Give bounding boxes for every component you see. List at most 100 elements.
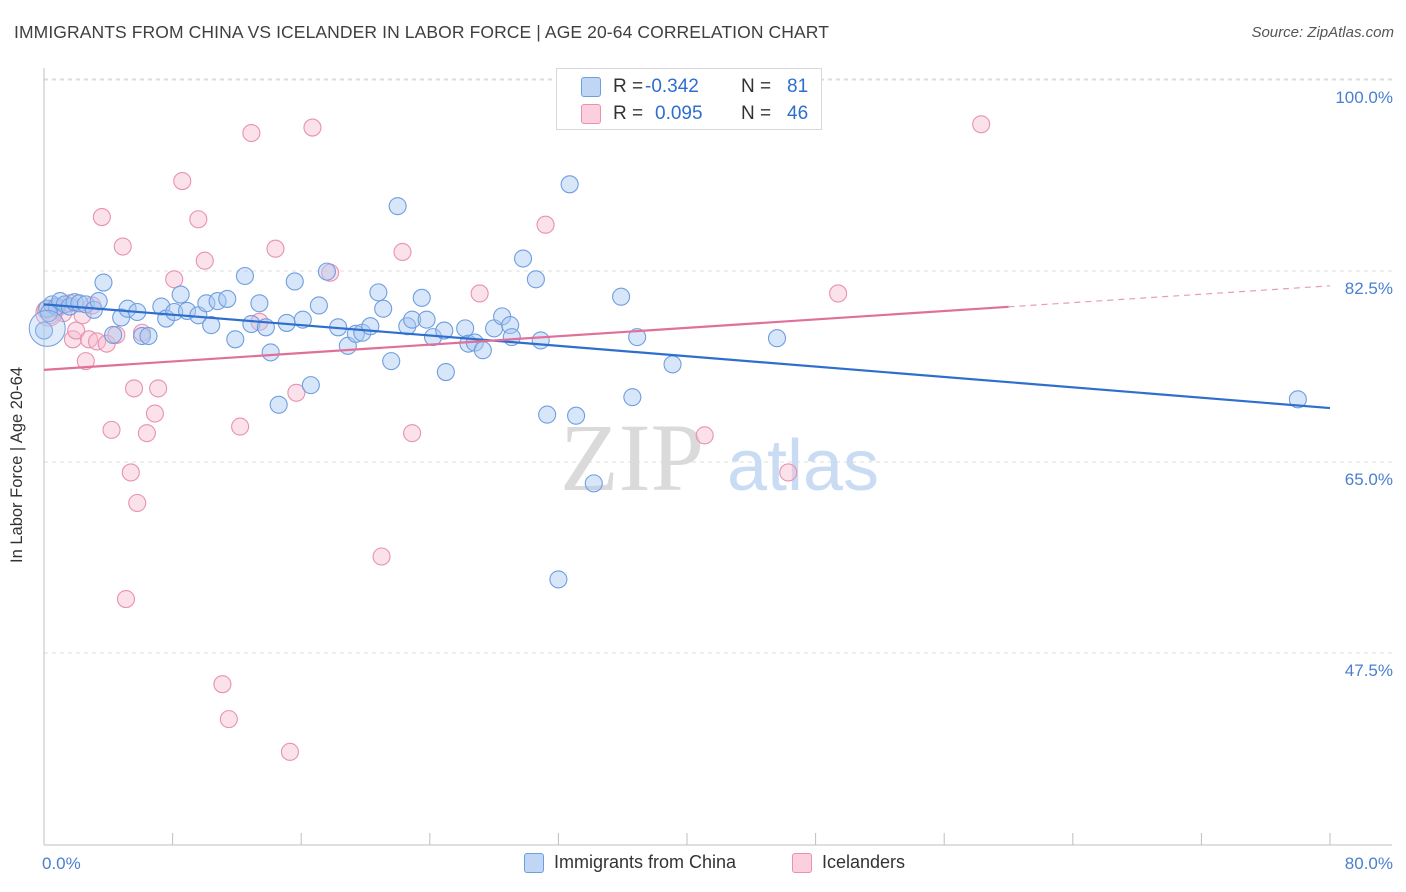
- icelander-point: [393, 242, 412, 262]
- china-point: [133, 326, 152, 346]
- icelander-point: [972, 115, 991, 134]
- china-point: [250, 294, 269, 313]
- china-point: [261, 343, 280, 362]
- legend-swatch-china: [581, 77, 601, 97]
- china-point: [435, 321, 454, 340]
- y-tick-labels: 100.0% 82.5% 65.0% 47.5%: [1335, 88, 1393, 680]
- china-point: [403, 310, 422, 329]
- legend-n-value-china: 81: [787, 76, 809, 97]
- china-points: [28, 175, 1307, 589]
- icelander-point: [266, 239, 285, 258]
- x-ticks: [172, 833, 1331, 845]
- icelander-point: [303, 118, 322, 137]
- china-point: [317, 262, 336, 281]
- watermark-zip: ZIP: [560, 404, 704, 511]
- china-point: [382, 352, 401, 371]
- legend-n-value-ice: 46: [787, 103, 809, 124]
- watermark: ZIP atlas: [560, 404, 879, 511]
- china-point: [374, 299, 393, 318]
- china-point: [202, 316, 221, 335]
- china-point: [118, 299, 137, 318]
- china-point: [473, 341, 492, 360]
- china-point: [104, 325, 123, 344]
- china-point: [456, 319, 475, 338]
- legend-swatch-ice-bottom: [792, 852, 812, 873]
- icelander-point: [92, 208, 111, 227]
- china-point: [369, 283, 388, 302]
- china-point: [612, 287, 631, 306]
- china-point: [89, 292, 108, 311]
- icelander-point: [779, 463, 798, 482]
- legend-item-china[interactable]: Immigrants from China: [524, 852, 736, 873]
- y-tick-label: 47.5%: [1345, 661, 1393, 680]
- china-point: [171, 285, 190, 304]
- icelander-point: [121, 463, 140, 482]
- china-point: [767, 329, 787, 348]
- china-point: [1288, 390, 1307, 409]
- icelander-point: [67, 321, 86, 340]
- icelander-point: [219, 710, 238, 729]
- china-point: [269, 395, 288, 414]
- y-axis-label: In Labor Force | Age 20-64: [8, 367, 26, 563]
- china-point: [226, 330, 245, 349]
- icelander-point: [76, 352, 95, 371]
- china-point: [538, 405, 557, 424]
- icelander-trend-line-extrapolated: [1008, 285, 1331, 308]
- legend-n-label-china: N =: [741, 76, 772, 97]
- axes: [43, 68, 1392, 846]
- icelander-point: [149, 379, 168, 398]
- icelander-point: [195, 251, 214, 270]
- china-point: [628, 328, 647, 347]
- x-tick-label: 0.0%: [42, 854, 81, 873]
- icelander-point: [372, 547, 391, 566]
- icelander-point: [213, 675, 232, 694]
- china-point: [301, 376, 320, 395]
- legend-label-ice: Icelanders: [822, 852, 906, 872]
- legend-item-ice[interactable]: Icelanders: [792, 852, 905, 873]
- icelander-point: [137, 424, 156, 443]
- icelander-point: [536, 215, 555, 234]
- icelanders-points: [35, 115, 991, 761]
- china-point: [560, 175, 579, 194]
- china-point: [513, 249, 533, 268]
- china-point: [197, 294, 216, 313]
- legend-r-label-china: R =: [613, 76, 644, 97]
- icelander-point: [128, 493, 147, 513]
- china-point: [531, 331, 550, 350]
- icelander-point: [116, 590, 136, 609]
- china-trend-line: [43, 303, 1331, 410]
- icelander-point: [124, 379, 144, 398]
- series-legend: Immigrants from China Icelanders: [0, 852, 1406, 878]
- icelander-point: [165, 270, 184, 289]
- china-point: [285, 272, 304, 291]
- icelander-trend-line: [43, 305, 1009, 371]
- icelander-point: [403, 424, 422, 443]
- legend-r-value-china: -0.342: [645, 76, 699, 97]
- icelander-point: [102, 420, 121, 439]
- china-point: [235, 266, 254, 286]
- china-point: [218, 289, 237, 308]
- china-point: [436, 362, 455, 382]
- source-label: Source: ZipAtlas.com: [1251, 24, 1394, 41]
- watermark-atlas: atlas: [727, 426, 879, 506]
- china-point: [623, 388, 642, 407]
- china-point: [388, 197, 407, 216]
- icelander-point: [829, 284, 848, 303]
- china-point: [34, 321, 54, 340]
- china-point: [567, 406, 586, 425]
- icelander-point: [242, 123, 261, 143]
- china-point: [309, 296, 328, 315]
- legend-swatch-ice: [581, 104, 601, 124]
- china-point: [584, 474, 603, 493]
- china-point: [549, 570, 568, 589]
- x-tick-labels: 0.0% 80.0%: [42, 854, 1393, 873]
- legend-swatch-china-bottom: [524, 852, 544, 873]
- legend-n-label-ice: N =: [741, 103, 772, 124]
- icelander-point: [695, 426, 714, 445]
- grid-lines: [44, 78, 1392, 654]
- x-tick-label: 80.0%: [1345, 854, 1393, 873]
- y-tick-label: 100.0%: [1335, 88, 1393, 107]
- legend-row-ice: R = 0.095 N = 46: [581, 101, 808, 127]
- icelander-point: [287, 383, 306, 402]
